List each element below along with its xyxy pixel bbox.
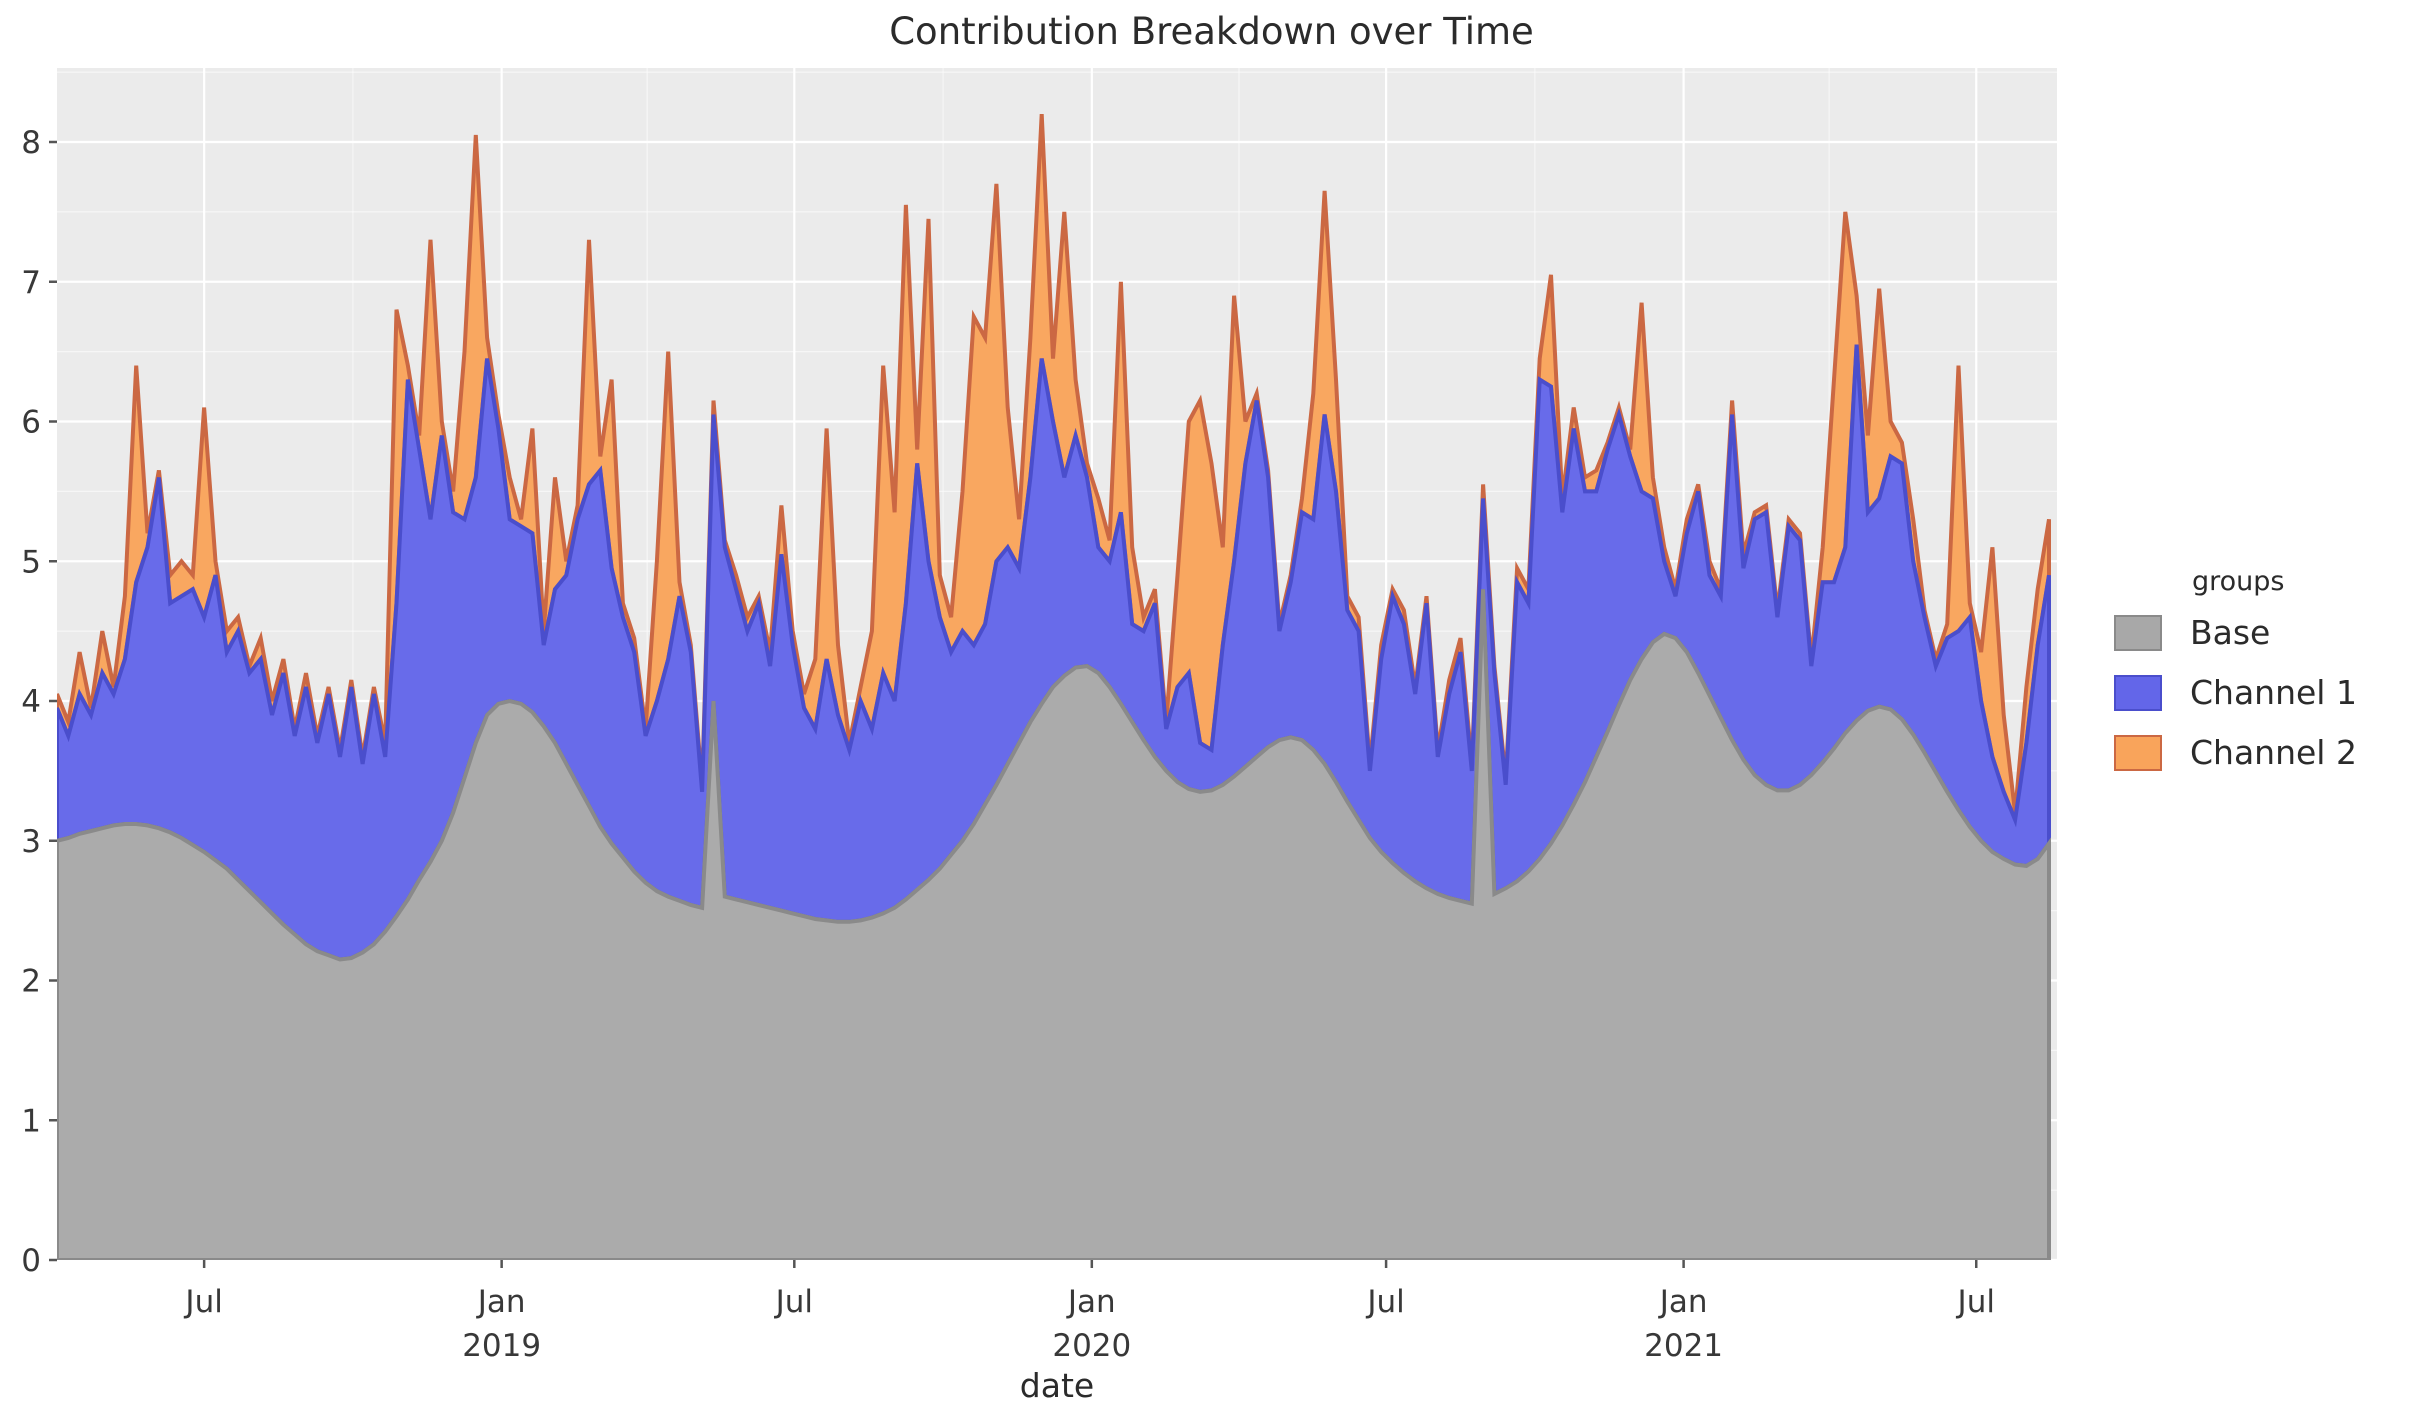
x-tick-label: Jul xyxy=(774,1284,813,1320)
y-tick-label: 5 xyxy=(21,544,41,580)
y-tick-label: 8 xyxy=(21,125,41,161)
legend: groups Base Channel 1 Channel 2 xyxy=(2114,566,2357,793)
x-tick-year-label: 2019 xyxy=(462,1328,541,1364)
y-tick-label: 3 xyxy=(21,824,41,860)
y-tick-label: 7 xyxy=(21,265,41,301)
base-swatch-icon xyxy=(2114,614,2162,651)
channel-1-swatch-icon xyxy=(2114,674,2162,711)
chart-title: Contribution Breakdown over Time xyxy=(889,10,1534,53)
x-tick-label: Jul xyxy=(183,1284,222,1320)
x-axis-title: date xyxy=(1019,1366,1095,1405)
y-tick-label: 4 xyxy=(21,684,41,720)
y-tick-label: 2 xyxy=(21,964,41,1000)
legend-item-base: Base xyxy=(2114,613,2357,652)
legend-label: Channel 1 xyxy=(2190,673,2357,712)
x-tick-label: Jul xyxy=(1365,1284,1404,1320)
x-tick-year-label: 2021 xyxy=(1644,1328,1723,1364)
x-tick-label: Jul xyxy=(1956,1284,1995,1320)
legend-label: Channel 2 xyxy=(2190,733,2357,772)
y-tick-label: 6 xyxy=(21,405,41,441)
channel-2-swatch-icon xyxy=(2114,734,2162,771)
area-base xyxy=(57,589,2051,1260)
legend-item-channel-2: Channel 2 xyxy=(2114,733,2357,772)
x-tick-label: Jan xyxy=(1658,1284,1708,1320)
y-tick-label: 0 xyxy=(21,1243,41,1279)
x-tick-year-label: 2020 xyxy=(1052,1328,1131,1364)
x-tick-label: Jan xyxy=(476,1284,526,1320)
y-tick-label: 1 xyxy=(21,1103,41,1139)
legend-title: groups xyxy=(2192,566,2285,597)
legend-label: Base xyxy=(2190,613,2271,652)
x-tick-label: Jan xyxy=(1066,1284,1116,1320)
legend-item-channel-1: Channel 1 xyxy=(2114,673,2357,712)
axis-ticks: 0 1 2 3 4 5 6 7 8 Jul Jan 2019 Jul Jan 2020 Jul Jan 2021 J… xyxy=(21,125,1995,1364)
